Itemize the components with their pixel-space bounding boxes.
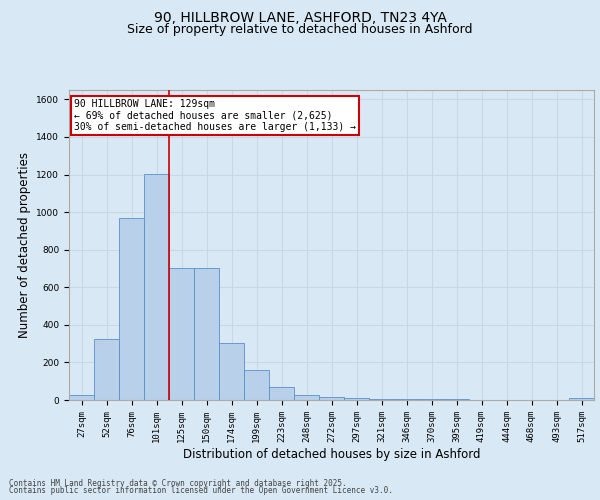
Text: 90, HILLBROW LANE, ASHFORD, TN23 4YA: 90, HILLBROW LANE, ASHFORD, TN23 4YA — [154, 11, 446, 25]
Bar — [219, 342, 244, 400]
Bar — [569, 398, 594, 400]
Bar — [94, 339, 119, 400]
Text: Contains HM Land Registry data © Crown copyright and database right 2025.: Contains HM Land Registry data © Crown c… — [9, 478, 347, 488]
Bar — [294, 396, 319, 400]
Bar — [119, 218, 144, 400]
X-axis label: Distribution of detached houses by size in Ashford: Distribution of detached houses by size … — [183, 448, 480, 460]
Bar — [319, 397, 344, 400]
Bar — [269, 387, 294, 400]
Bar — [369, 399, 394, 400]
Bar — [194, 268, 219, 400]
Bar — [444, 399, 469, 400]
Y-axis label: Number of detached properties: Number of detached properties — [18, 152, 31, 338]
Bar — [169, 268, 194, 400]
Text: 90 HILLBROW LANE: 129sqm
← 69% of detached houses are smaller (2,625)
30% of sem: 90 HILLBROW LANE: 129sqm ← 69% of detach… — [74, 100, 356, 132]
Bar — [344, 398, 369, 400]
Bar — [69, 396, 94, 400]
Text: Contains public sector information licensed under the Open Government Licence v3: Contains public sector information licen… — [9, 486, 393, 495]
Bar — [144, 174, 169, 400]
Text: Size of property relative to detached houses in Ashford: Size of property relative to detached ho… — [127, 22, 473, 36]
Bar — [244, 370, 269, 400]
